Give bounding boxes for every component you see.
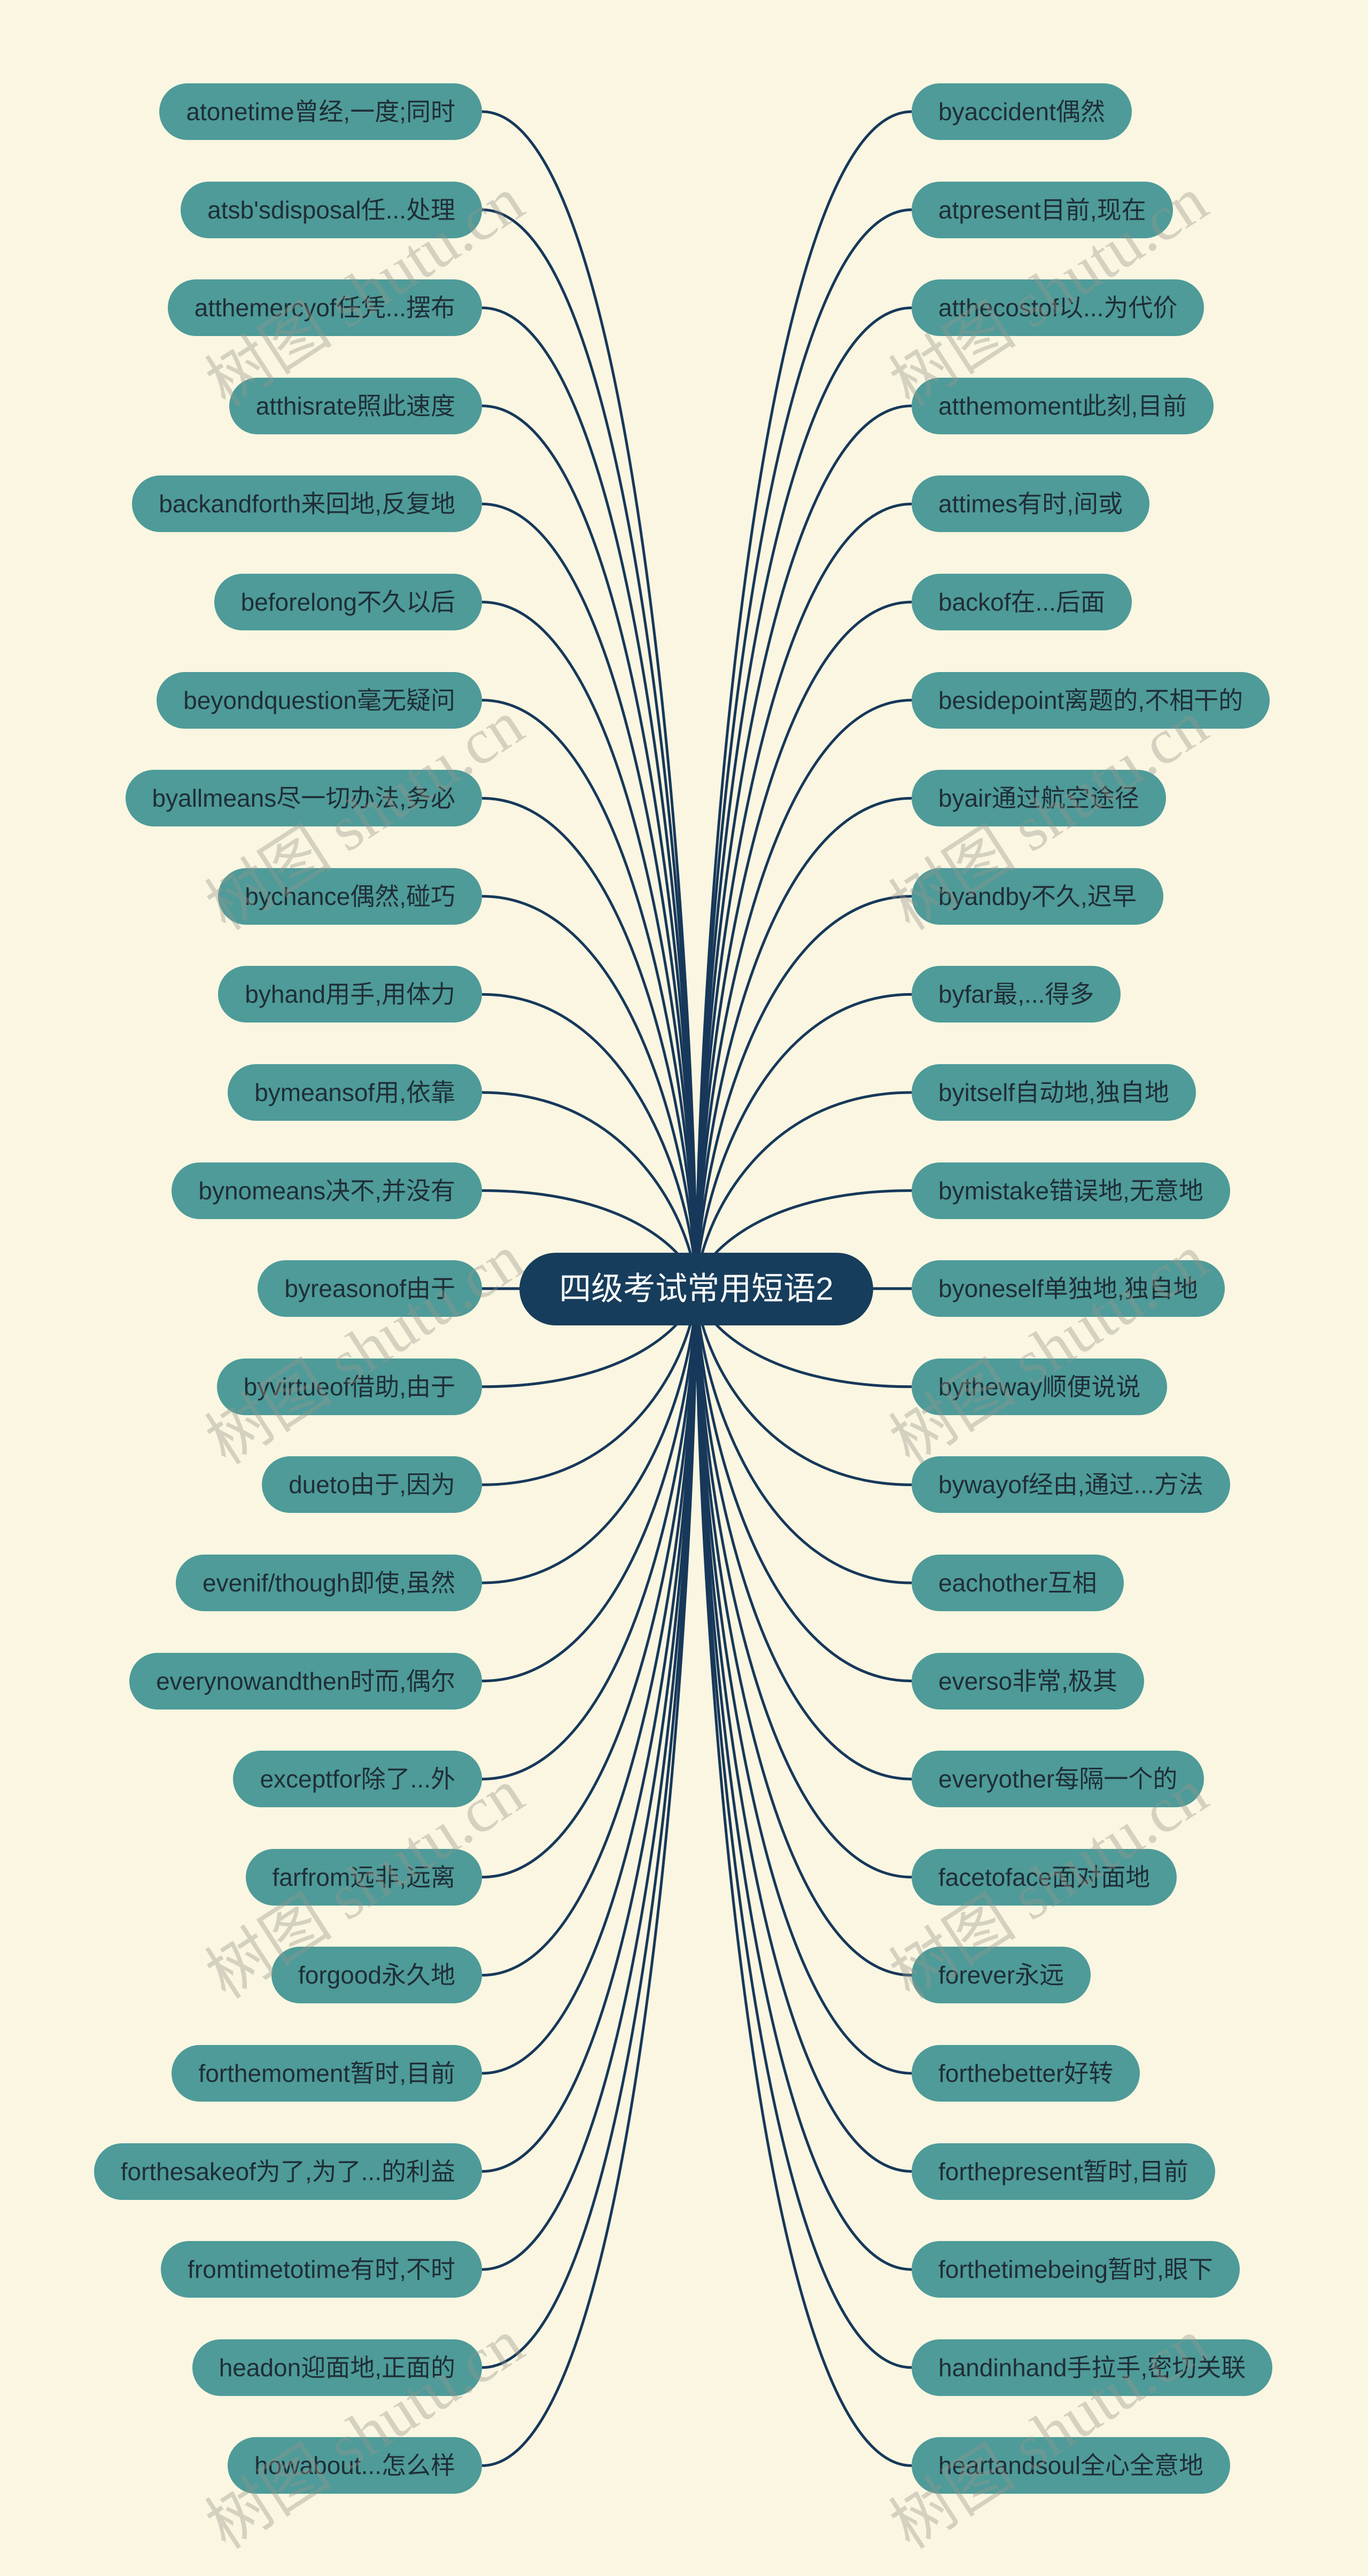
connector-line: [481, 404, 698, 1289]
right-branch-node[interactable]: forthepresent暂时,目前: [912, 2143, 1215, 2200]
right-branch-node[interactable]: besidepoint离题的,不相干的: [912, 672, 1270, 729]
connector-line: [695, 895, 912, 1289]
left-branch-node[interactable]: backandforth来回地,反复地: [132, 475, 482, 533]
left-branch-node[interactable]: farfrom远非,远离: [245, 1848, 482, 1906]
left-branch-node[interactable]: exceptfor除了...外: [233, 1751, 482, 1808]
connector-line: [695, 502, 912, 1289]
connector-line: [481, 1288, 698, 1584]
left-branch-node[interactable]: beyondquestion毫无疑问: [157, 672, 482, 729]
left-branch-node[interactable]: headon迎面地,正面的: [192, 2339, 482, 2396]
connector-line: [481, 306, 698, 1289]
right-branch-node[interactable]: byoneself单独地,独自地: [912, 1260, 1225, 1317]
connector-line: [481, 1288, 698, 2369]
right-branch-node[interactable]: backof在...后面: [912, 574, 1132, 630]
right-branch-node[interactable]: bywayof经由,通过...方法: [912, 1456, 1230, 1513]
connector-line: [481, 1288, 698, 2271]
connector-line: [481, 208, 698, 1289]
left-branch-node[interactable]: forgood永久地: [271, 1947, 482, 2004]
left-branch-node[interactable]: howabout...怎么样: [228, 2437, 482, 2494]
connector-line: [695, 1288, 912, 2369]
left-branch-node[interactable]: atthemercyof任凭...摆布: [167, 279, 482, 337]
left-branch-node[interactable]: byreasonof由于: [258, 1260, 482, 1317]
connector-line: [695, 404, 912, 1289]
left-branch-node[interactable]: atthisrate照此速度: [229, 377, 482, 434]
left-branch-node[interactable]: everynowandthen时而,偶尔: [129, 1652, 482, 1709]
left-branch-node[interactable]: forthesakeof为了,为了...的利益: [94, 2143, 482, 2200]
connector-line: [695, 306, 912, 1289]
connector-line: [695, 699, 912, 1289]
left-branch-node[interactable]: evenif/though即使,虽然: [175, 1555, 482, 1611]
right-branch-node[interactable]: eachother互相: [912, 1555, 1124, 1611]
connector-line: [481, 797, 698, 1289]
left-branch-node[interactable]: beforelong不久以后: [214, 574, 482, 630]
right-branch-node[interactable]: attimes有时,间或: [912, 475, 1150, 533]
right-branch-node[interactable]: byfar最,...得多: [912, 966, 1121, 1023]
connector-line: [695, 797, 912, 1289]
connector-line: [695, 993, 912, 1289]
central-topic[interactable]: 四级考试常用短语2: [519, 1253, 873, 1325]
right-branch-node[interactable]: forthetimebeing暂时,眼下: [912, 2241, 1240, 2298]
connector-line: [695, 1288, 912, 2075]
left-branch-node[interactable]: byhand用手,用体力: [218, 966, 482, 1023]
connector-line: [695, 1288, 912, 2271]
left-branch-node[interactable]: byvirtueof借助,由于: [216, 1358, 482, 1415]
left-branch-node[interactable]: atonetime曾经,一度;同时: [159, 83, 482, 140]
left-branch-node[interactable]: forthemoment暂时,目前: [172, 2045, 482, 2102]
right-branch-node[interactable]: handinhand手拉手,密切关联: [912, 2339, 1273, 2396]
connector-line: [481, 502, 698, 1289]
connector-line: [695, 1288, 912, 2467]
connector-line: [481, 1288, 698, 2467]
right-branch-node[interactable]: byandby不久,迟早: [912, 868, 1163, 925]
right-branch-node[interactable]: heartandsoul全心全意地: [912, 2437, 1230, 2494]
right-branch-node[interactable]: atthecostof以...为代价: [912, 279, 1204, 337]
connector-line: [695, 1288, 912, 1584]
right-branch-node[interactable]: byitself自动地,独自地: [912, 1064, 1196, 1121]
left-branch-node[interactable]: byallmeans尽一切办法,务必: [125, 770, 482, 827]
right-branch-node[interactable]: byaccident偶然: [912, 83, 1132, 140]
right-branch-node[interactable]: everso非常,极其: [912, 1652, 1144, 1709]
right-branch-node[interactable]: byair通过航空途径: [912, 770, 1166, 827]
left-branch-node[interactable]: fromtimetotime有时,不时: [161, 2241, 482, 2298]
right-branch-node[interactable]: facetoface面对面地: [912, 1848, 1177, 1906]
connector-line: [481, 1288, 698, 2173]
connector-line: [695, 1288, 912, 1879]
left-branch-node[interactable]: bymeansof用,依靠: [228, 1064, 482, 1121]
connector-line: [481, 699, 698, 1289]
right-branch-node[interactable]: atpresent目前,现在: [912, 181, 1173, 238]
right-branch-node[interactable]: everyother每隔一个的: [912, 1751, 1204, 1808]
right-branch-node[interactable]: forthebetter好转: [912, 2045, 1140, 2102]
connector-line: [481, 1288, 698, 2075]
left-branch-node[interactable]: bynomeans决不,并没有: [172, 1162, 482, 1219]
left-branch-node[interactable]: atsb'sdisposal任...处理: [181, 181, 482, 238]
connector-line: [481, 993, 698, 1289]
connector-line: [695, 1288, 912, 2173]
right-branch-node[interactable]: forever永远: [912, 1947, 1091, 2004]
connector-line: [481, 895, 698, 1289]
connector-line: [695, 208, 912, 1289]
right-branch-node[interactable]: bymistake错误地,无意地: [912, 1162, 1230, 1219]
left-branch-node[interactable]: bychance偶然,碰巧: [218, 868, 482, 925]
right-branch-node[interactable]: atthemoment此刻,目前: [912, 377, 1214, 434]
connector-line: [481, 1288, 698, 1879]
right-branch-node[interactable]: bytheway顺便说说: [912, 1358, 1168, 1415]
left-branch-node[interactable]: dueto由于,因为: [262, 1456, 482, 1513]
